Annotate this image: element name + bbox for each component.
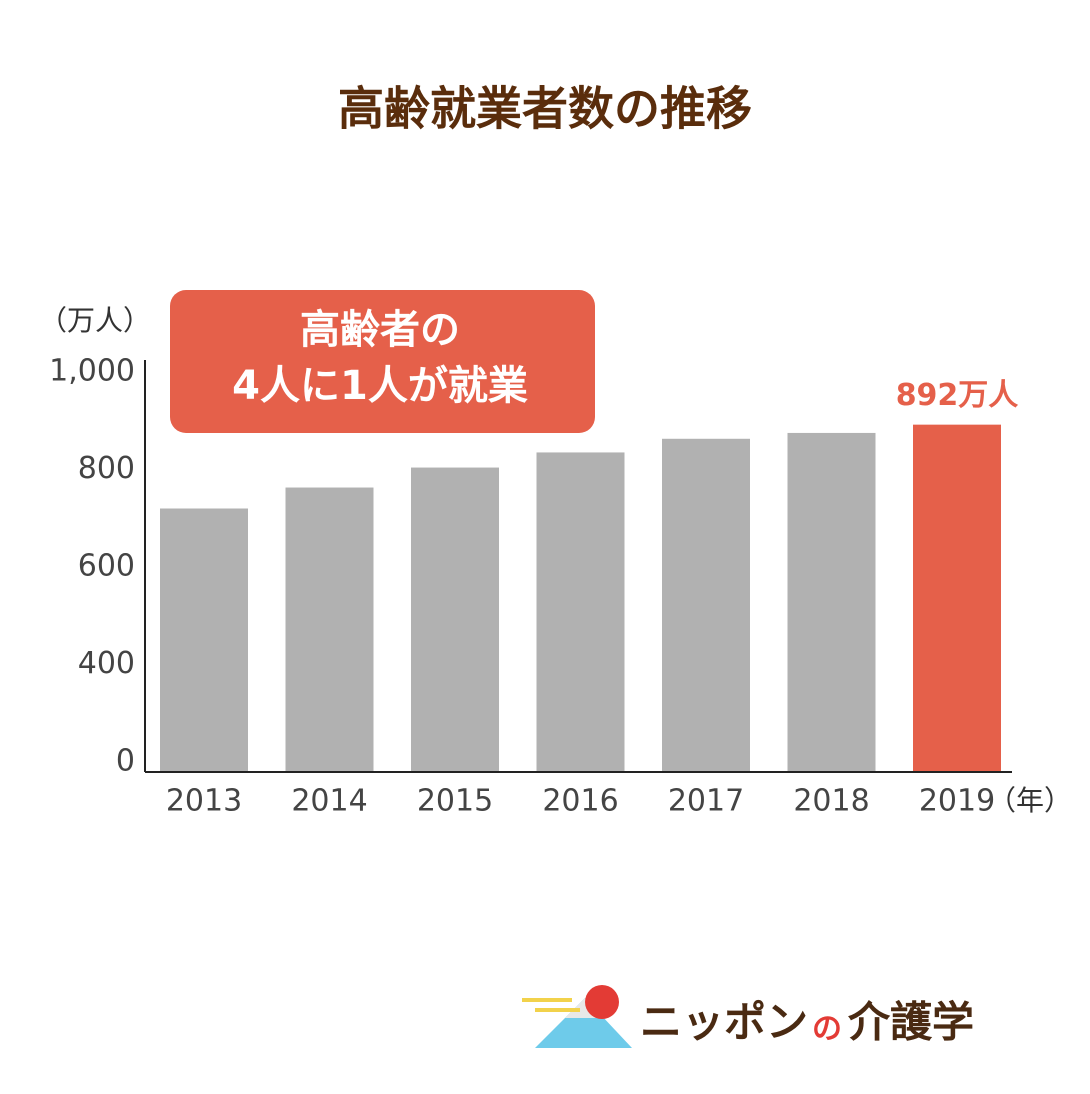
y-tick-label: 800 xyxy=(78,451,135,486)
bar xyxy=(787,432,876,772)
y-tick-label: 400 xyxy=(78,646,135,681)
x-tick-label: 2018 xyxy=(793,784,869,819)
bar xyxy=(662,438,750,772)
y-tick-label: 0 xyxy=(116,744,135,779)
x-tick-label: 2017 xyxy=(668,784,744,819)
x-tick-label: 2019 xyxy=(919,784,995,819)
x-axis-label: （年） xyxy=(988,784,1072,817)
value-label: 892万人 xyxy=(896,378,1019,413)
y-tick-label: 600 xyxy=(78,549,135,584)
bar xyxy=(160,508,248,772)
x-tick-label: 2013 xyxy=(166,784,242,819)
annotation-box xyxy=(170,290,595,433)
annotation-line: 高齢者の xyxy=(300,307,460,353)
logo-cloud xyxy=(535,1008,580,1012)
y-tick-label: 1,000 xyxy=(49,354,135,389)
logo-text: の xyxy=(812,1012,842,1047)
bar xyxy=(285,487,374,772)
logo-text: ニッポン xyxy=(640,998,808,1047)
logo-text: 介護学 xyxy=(848,998,974,1047)
bar xyxy=(913,424,1001,772)
annotation-line: 4人に1人が就業 xyxy=(232,363,528,409)
logo-cloud xyxy=(522,998,572,1002)
x-tick-label: 2014 xyxy=(291,784,367,819)
bar xyxy=(411,467,499,772)
x-tick-label: 2016 xyxy=(542,784,618,819)
x-tick-label: 2015 xyxy=(417,784,493,819)
y-axis-label: （万人） xyxy=(39,304,151,337)
logo-mountain xyxy=(535,998,632,1048)
chart-title: 高齢就業者数の推移 xyxy=(338,82,752,136)
logo: ニッポン の 介護学 xyxy=(522,985,974,1048)
logo-sun xyxy=(585,985,619,1019)
bar xyxy=(536,452,625,772)
